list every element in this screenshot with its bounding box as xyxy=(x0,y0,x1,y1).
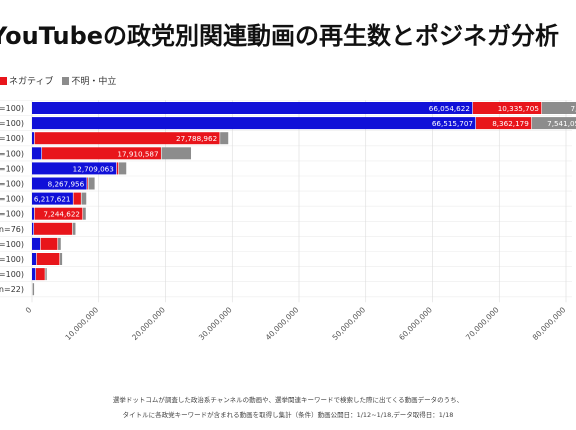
x-tick-label: 20,000,000 xyxy=(130,305,167,342)
data-label: 7,244,622 xyxy=(43,210,80,219)
legend-label-neutral: 不明・中立 xyxy=(71,77,117,87)
category-label: (n=76) xyxy=(0,225,24,234)
bar-positive xyxy=(32,162,117,175)
bar-neutral xyxy=(118,162,127,175)
bar-neutral xyxy=(161,147,192,160)
bar-neutral xyxy=(83,207,86,220)
data-label: 8,362,179 xyxy=(492,119,529,128)
bar-negative xyxy=(34,222,73,235)
footer-line-1: 選挙ドットコムが調査した政治系チャンネルの動画や、選挙関連キーワードで検索した際… xyxy=(112,396,464,404)
category-label: (n=100) xyxy=(0,119,24,128)
category-label: (n=100) xyxy=(0,149,24,158)
bar-positive xyxy=(32,253,37,265)
legend-label-negative: ネガティブ xyxy=(9,77,54,87)
legend-swatch-neutral xyxy=(62,77,70,85)
data-label: 7,808 xyxy=(570,104,576,113)
x-tick-label: 40,000,000 xyxy=(264,305,301,342)
bar-positive xyxy=(32,132,35,145)
legend: ネガティブ 不明・中立 xyxy=(0,74,122,87)
bar-positive xyxy=(32,192,73,205)
bar-negative xyxy=(116,162,119,175)
bar-positive xyxy=(32,177,87,190)
bar-neutral xyxy=(88,177,95,190)
data-label: 66,054,622 xyxy=(429,104,470,113)
bar-neutral xyxy=(45,268,47,281)
footer-line-2: タイトルに各政党キーワードが含まれる動画を取得し集計（条件）動画公開日：1/12… xyxy=(122,411,454,419)
bar-positive xyxy=(32,117,476,130)
category-label: (n=100) xyxy=(0,270,24,279)
x-tick-label: 60,000,000 xyxy=(397,305,434,342)
bar-negative xyxy=(42,147,161,160)
bar-positive xyxy=(32,102,473,114)
category-label: (n=100) xyxy=(0,134,24,143)
bar-negative xyxy=(34,207,83,220)
bar-negative xyxy=(475,117,532,130)
category-label: (n=100) xyxy=(0,164,24,173)
bar-neutral xyxy=(58,237,61,250)
bar-neutral xyxy=(541,102,576,114)
bar-negative xyxy=(472,102,542,114)
x-tick-label: 70,000,000 xyxy=(464,305,501,342)
bar-neutral xyxy=(220,132,229,145)
category-label: (n=100) xyxy=(0,180,24,189)
bar-neutral xyxy=(32,283,35,296)
data-label: 10,335,705 xyxy=(498,104,539,113)
data-label: 8,267,956 xyxy=(48,180,85,189)
bar-neutral xyxy=(81,192,87,205)
data-label: 27,788,962 xyxy=(176,134,217,143)
bar-negative xyxy=(36,253,60,265)
category-label: (n=100) xyxy=(0,240,24,249)
bar-positive xyxy=(32,268,36,281)
bar-positive xyxy=(32,147,42,160)
chart-title: YouTubeの政党別関連動画の再生数とポジネガ分析 xyxy=(0,22,560,50)
bar-positive xyxy=(32,222,34,235)
bar-neutral xyxy=(72,222,76,235)
data-label: 66,515,707 xyxy=(432,119,473,128)
bar-negative xyxy=(36,268,45,281)
bar-negative xyxy=(40,237,58,250)
data-label: 17,910,587 xyxy=(117,149,158,158)
data-label: 12,709,063 xyxy=(73,164,114,173)
bar-negative xyxy=(87,177,88,190)
legend-item-negative: ネガティブ xyxy=(0,77,53,87)
category-label: (n=22) xyxy=(0,285,24,294)
x-tick-label: 80,000,000 xyxy=(531,305,568,342)
category-label: (n=100) xyxy=(0,255,24,264)
category-label: (n=100) xyxy=(0,210,24,219)
x-tick-label: 10,000,000 xyxy=(63,305,100,342)
stacked-bar-chart: (n=100) 66,054,622 10,335,705 7,808 (n=100) 6… xyxy=(0,100,576,342)
legend-item-neutral: 不明・中立 xyxy=(62,77,116,87)
category-label: (n=100) xyxy=(0,195,24,204)
x-tick-label: 30,000,000 xyxy=(197,305,234,342)
bar-neutral xyxy=(60,253,63,265)
x-tick-label: 50,000,000 xyxy=(330,305,367,342)
bar-positive xyxy=(32,207,35,220)
bar-negative xyxy=(34,132,220,145)
legend-swatch-negative xyxy=(0,77,7,85)
data-label: 7,541,05 xyxy=(547,119,576,128)
bar-neutral xyxy=(531,117,576,130)
bar-positive xyxy=(32,237,41,250)
footer-note: 選挙ドットコムが調査した政治系チャンネルの動画や、選挙関連キーワードで検索した際… xyxy=(0,393,576,423)
category-label: (n=100) xyxy=(0,104,24,113)
data-label: 6,217,621 xyxy=(34,195,71,204)
bar-negative xyxy=(73,192,81,205)
x-tick-label: 0 xyxy=(24,305,34,315)
